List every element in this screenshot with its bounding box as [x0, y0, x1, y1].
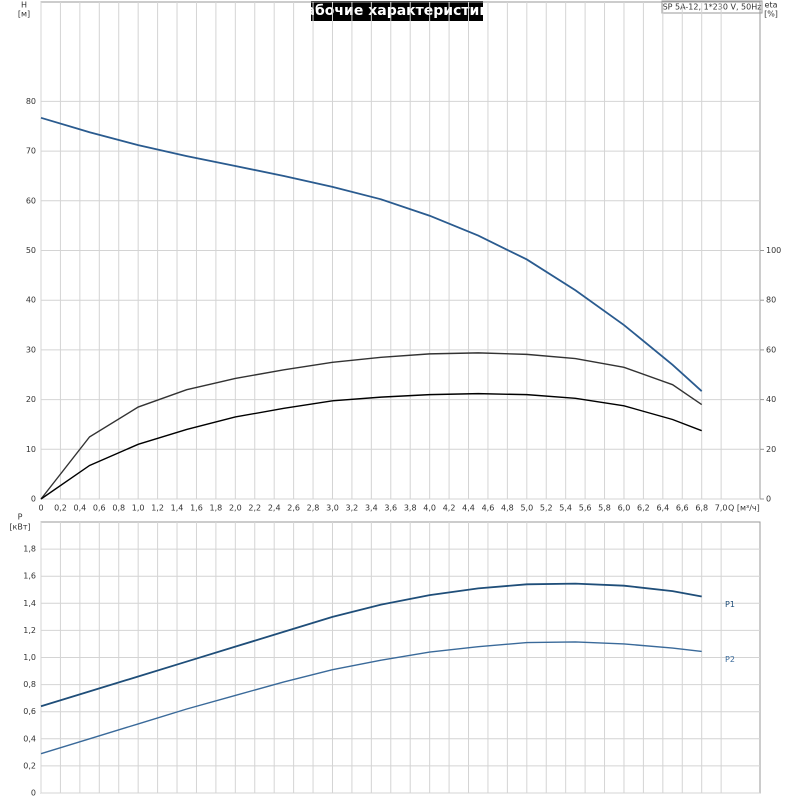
x-tick-label: 3,6: [384, 504, 397, 513]
x-tick-label: 2,6: [287, 504, 300, 513]
x-tick-label: 4,6: [482, 504, 495, 513]
y2-tick-label: 100: [766, 246, 781, 255]
curve: [40, 116, 703, 392]
y-tick-label: 1,0: [23, 653, 36, 662]
series-label: P1: [725, 600, 735, 609]
y2-tick-label: 60: [766, 345, 776, 354]
y-tick-label: 10: [26, 445, 36, 454]
curve: [40, 582, 702, 708]
x-tick-label: 5,0: [520, 504, 533, 513]
x-tick-label: 2,4: [268, 504, 281, 513]
x-tick-label: 5,8: [598, 504, 611, 513]
y-tick-label: 60: [26, 196, 36, 205]
y-axis-label: P: [18, 513, 23, 522]
chart-title: Рабочие характеристики: [295, 3, 498, 19]
x-tick-label: 4,8: [501, 504, 514, 513]
x-tick-label: 3,8: [404, 504, 417, 513]
y-tick-label: 0,4: [23, 734, 36, 743]
y-tick-label: 0,6: [23, 707, 36, 716]
x-tick-label: 1,6: [190, 504, 203, 513]
curve: [40, 352, 703, 500]
y-tick-label: 0: [31, 495, 36, 504]
x-tick-label: 3,0: [326, 504, 339, 513]
x-tick-label: 3,2: [346, 504, 359, 513]
model-label: SP 5A-12, 1*230 V, 50Hz: [663, 3, 762, 12]
y-tick-label: 0,2: [23, 761, 36, 770]
y-tick-label: 1,6: [23, 572, 36, 581]
y-tick-label: 70: [26, 147, 36, 156]
y2-tick-label: 0: [766, 495, 771, 504]
x-tick-label: 6,6: [676, 504, 689, 513]
x-tick-label: 6,0: [618, 504, 631, 513]
y2-axis-label: eta: [765, 1, 778, 10]
y2-tick-label: 40: [766, 395, 776, 404]
x-tick-label: 0: [38, 504, 43, 513]
x-tick-label: 2,0: [229, 504, 242, 513]
y-axis-unit: [кВт]: [9, 523, 30, 532]
x-tick-label: 0,4: [73, 504, 86, 513]
x-tick-label: 5,6: [579, 504, 592, 513]
x-tick-label: 2,8: [307, 504, 320, 513]
y2-axis-unit: [%]: [764, 10, 778, 19]
y-tick-label: 80: [26, 97, 36, 106]
x-tick-label: 1,4: [171, 504, 184, 513]
x-tick-label: 1,0: [132, 504, 145, 513]
title-box: [311, 1, 483, 21]
x-tick-label: 6,2: [637, 504, 650, 513]
curve: [40, 392, 702, 500]
x-tick-label: 6,8: [695, 504, 708, 513]
y-tick-label: 30: [26, 345, 36, 354]
y-tick-label: 0: [31, 789, 36, 798]
x-tick-label: 0,2: [54, 504, 67, 513]
y2-tick-label: 80: [766, 296, 776, 305]
x-tick-label: 3,4: [365, 504, 378, 513]
model-box: [661, 0, 763, 14]
x-axis-label: Q [м³/ч]: [728, 504, 760, 513]
x-tick-label: 4,2: [443, 504, 456, 513]
x-tick-label: 2,2: [248, 504, 261, 513]
x-tick-label: 6,4: [656, 504, 669, 513]
x-tick-label: 5,4: [559, 504, 572, 513]
x-tick-label: 0,8: [112, 504, 125, 513]
y-tick-label: 40: [26, 296, 36, 305]
curve: [40, 641, 702, 755]
x-tick-label: 5,2: [540, 504, 553, 513]
y-tick-label: 50: [26, 246, 36, 255]
y-tick-label: 1,8: [23, 545, 36, 554]
y-tick-label: 1,4: [23, 599, 36, 608]
x-tick-label: 4,0: [423, 504, 436, 513]
x-tick-label: 4,4: [462, 504, 475, 513]
y2-tick-label: 20: [766, 445, 776, 454]
x-tick-label: 1,2: [151, 504, 164, 513]
y-axis-unit: [м]: [18, 10, 30, 19]
y-tick-label: 0,8: [23, 680, 36, 689]
x-tick-label: 0,6: [93, 504, 106, 513]
y-axis-label: H: [21, 1, 27, 10]
y-tick-label: 1,2: [23, 626, 36, 635]
series-label: P2: [725, 655, 735, 664]
y-tick-label: 20: [26, 395, 36, 404]
x-tick-label: 1,8: [210, 504, 223, 513]
x-tick-label: 7,0: [715, 504, 728, 513]
